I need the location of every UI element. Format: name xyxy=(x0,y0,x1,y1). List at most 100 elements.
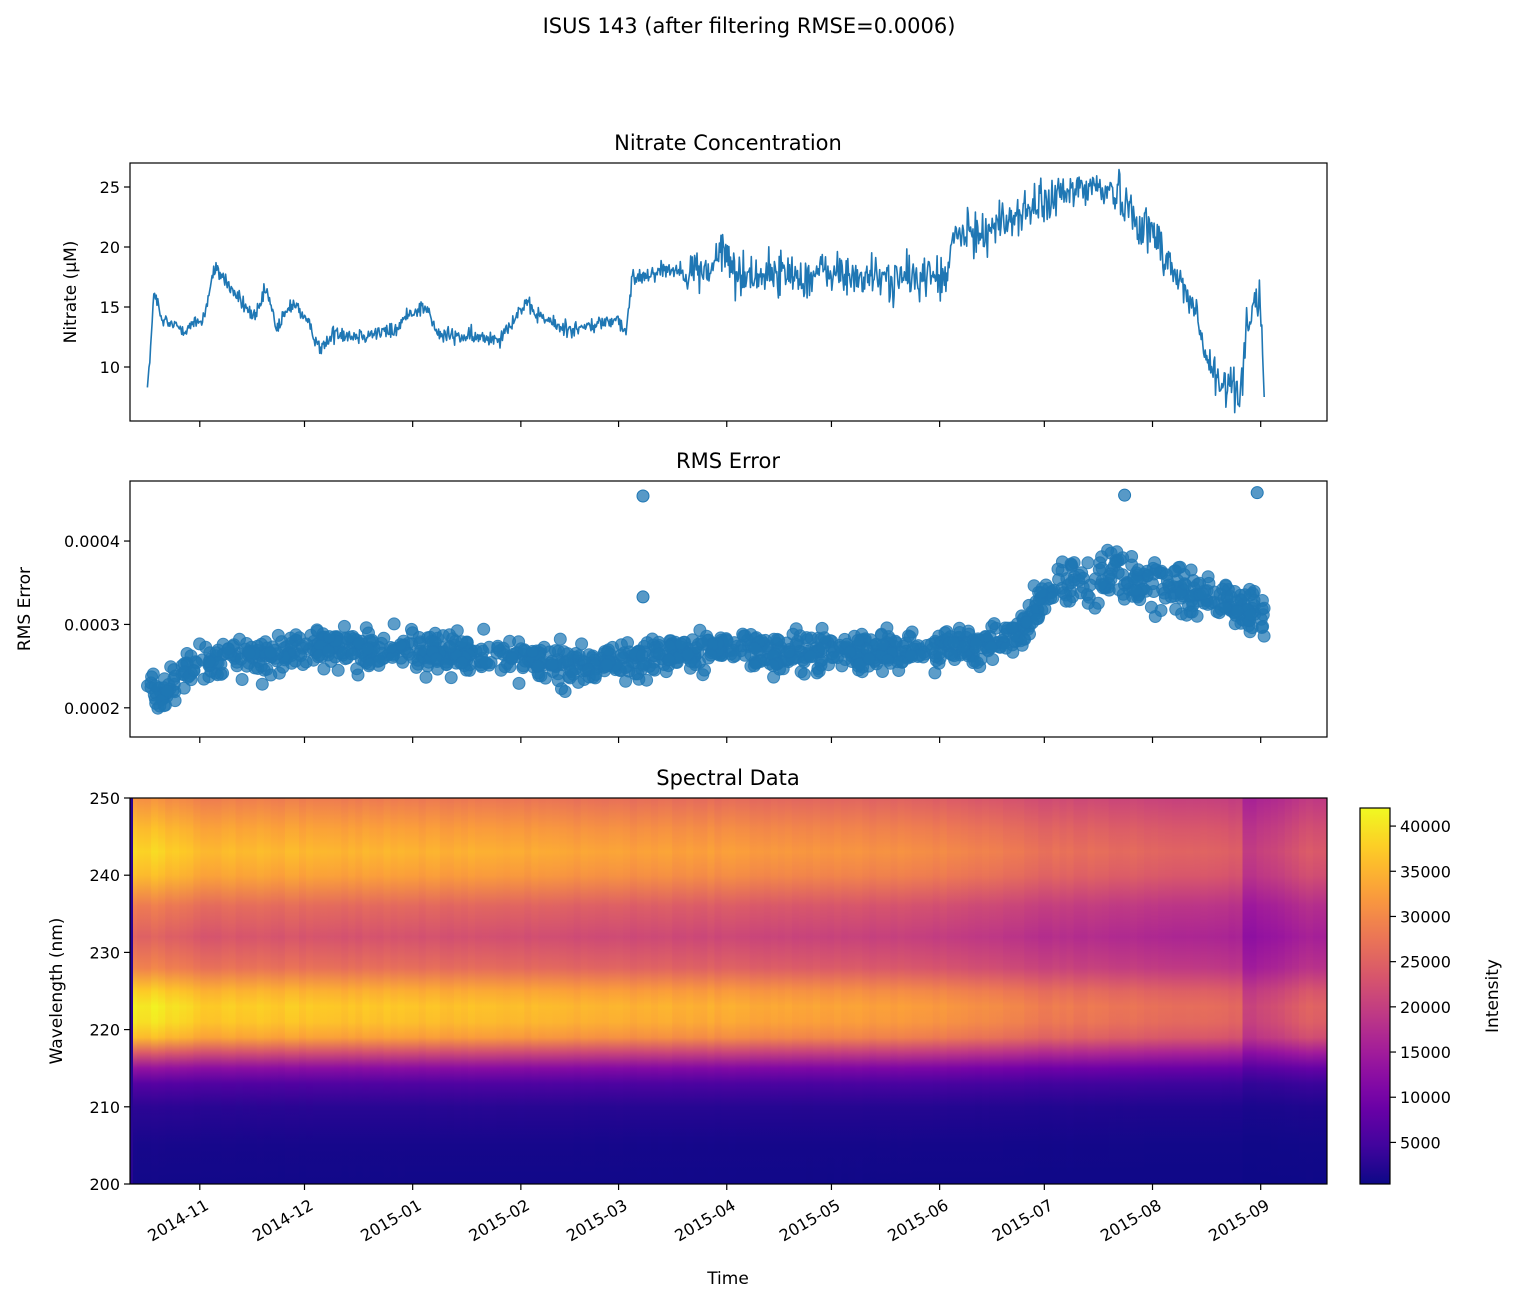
rms-point xyxy=(288,654,302,668)
spectral-column xyxy=(953,798,962,1184)
rms-point xyxy=(681,648,695,662)
spectral-column xyxy=(615,798,624,1184)
spectral-column xyxy=(144,798,152,1184)
x-tick-label: 2015-02 xyxy=(465,1195,532,1245)
spectral-column xyxy=(369,798,378,1184)
rms-point xyxy=(299,637,313,651)
colorbar-tick-label: 20000 xyxy=(1400,998,1451,1017)
rms-point xyxy=(600,658,614,672)
spectral-column xyxy=(376,798,385,1184)
rms-point xyxy=(984,640,998,654)
rms-point xyxy=(614,638,628,652)
spectral-column xyxy=(841,798,849,1184)
spectral-column xyxy=(270,798,279,1184)
rms-point xyxy=(255,677,269,691)
spectral-column xyxy=(721,798,730,1184)
spectral-column xyxy=(1298,798,1307,1184)
spectral-column xyxy=(981,798,990,1184)
x-tick-label: 2015-06 xyxy=(884,1195,951,1245)
rms-point xyxy=(248,661,262,675)
rms-outlier-point xyxy=(1250,486,1264,500)
y-tick-label: 25 xyxy=(100,178,120,197)
colorbar-tick-label: 40000 xyxy=(1400,817,1451,836)
colorbar-gradient xyxy=(1359,807,1391,1185)
spectral-column xyxy=(383,798,392,1184)
spectral-column xyxy=(397,798,406,1184)
rms-point xyxy=(180,647,194,660)
colorbar-tick-label: 10000 xyxy=(1400,1088,1451,1107)
rms-panel: RMS Error 0.0002 0.0003 0.0004 RMS Error xyxy=(15,449,1328,743)
spectral-column xyxy=(313,798,321,1184)
spectral-column xyxy=(1080,798,1089,1184)
spectral-column xyxy=(672,798,681,1184)
spectral-column xyxy=(996,798,1004,1184)
rms-point xyxy=(1224,590,1238,603)
rms-point xyxy=(945,648,959,662)
spectral-column xyxy=(1172,798,1180,1184)
spectral-column xyxy=(1200,798,1209,1184)
spectral-column xyxy=(531,798,540,1184)
spectral-column xyxy=(1158,798,1166,1184)
rms-point xyxy=(766,659,780,673)
rms-point xyxy=(974,652,988,666)
spectral-column xyxy=(777,798,786,1184)
rms-point xyxy=(1080,588,1094,602)
spectral-column xyxy=(228,798,237,1184)
x-tick-label: 2014-11 xyxy=(144,1195,211,1245)
rms-point xyxy=(1034,586,1048,599)
spectral-heatmap-layer xyxy=(130,798,1327,1184)
spectral-column xyxy=(172,798,181,1184)
spectral-column xyxy=(306,798,314,1184)
spectral-column xyxy=(707,798,716,1184)
spectral-column xyxy=(1136,798,1145,1184)
spectral-column xyxy=(362,798,371,1184)
spectral-column xyxy=(911,798,920,1184)
spectral-title: Spectral Data xyxy=(656,766,800,790)
spectral-column xyxy=(1122,798,1131,1184)
rms-point xyxy=(903,630,917,644)
rms-point xyxy=(1144,600,1158,614)
spectral-column xyxy=(559,798,568,1184)
spectral-column xyxy=(467,798,476,1184)
rms-point xyxy=(345,647,359,661)
rms-point xyxy=(1243,608,1257,622)
rms-point xyxy=(1128,583,1142,597)
rms-point xyxy=(1046,591,1060,605)
rms-point xyxy=(800,631,814,645)
spectral-column xyxy=(756,798,765,1184)
colorbar: 500010000150002000025000300003500040000 … xyxy=(1359,807,1503,1185)
spectral-column xyxy=(791,798,800,1184)
rms-point xyxy=(1131,563,1145,577)
spectral-column xyxy=(622,798,631,1184)
rms-point xyxy=(455,635,469,649)
spectral-column xyxy=(869,798,878,1184)
rms-point xyxy=(704,648,718,662)
spectral-column xyxy=(735,798,744,1184)
spectral-column xyxy=(1249,798,1258,1184)
spectral-column xyxy=(179,798,188,1184)
spectral-column xyxy=(291,798,300,1184)
rms-point xyxy=(343,630,357,644)
rms-point xyxy=(477,622,491,636)
rms-point xyxy=(321,645,335,658)
spectral-column xyxy=(320,798,328,1184)
rms-point xyxy=(1213,587,1227,601)
spectral-column xyxy=(1038,798,1047,1184)
spectral-column xyxy=(989,798,997,1184)
spectral-column xyxy=(1242,798,1251,1184)
rms-point xyxy=(1158,591,1172,605)
spectral-column xyxy=(665,798,673,1184)
spectral-column xyxy=(348,798,357,1184)
spectral-column xyxy=(1059,798,1068,1184)
spectral-column xyxy=(855,798,864,1184)
rms-point xyxy=(187,664,201,678)
nitrate-axes-frame xyxy=(129,162,1328,422)
rms-point xyxy=(904,649,918,662)
spectral-column xyxy=(700,798,709,1184)
spectral-column xyxy=(967,798,976,1184)
spectral-column xyxy=(207,798,216,1184)
spectral-column xyxy=(812,798,821,1184)
spectral-column xyxy=(805,798,814,1184)
rms-point xyxy=(331,663,345,677)
spectral-column xyxy=(404,798,413,1184)
